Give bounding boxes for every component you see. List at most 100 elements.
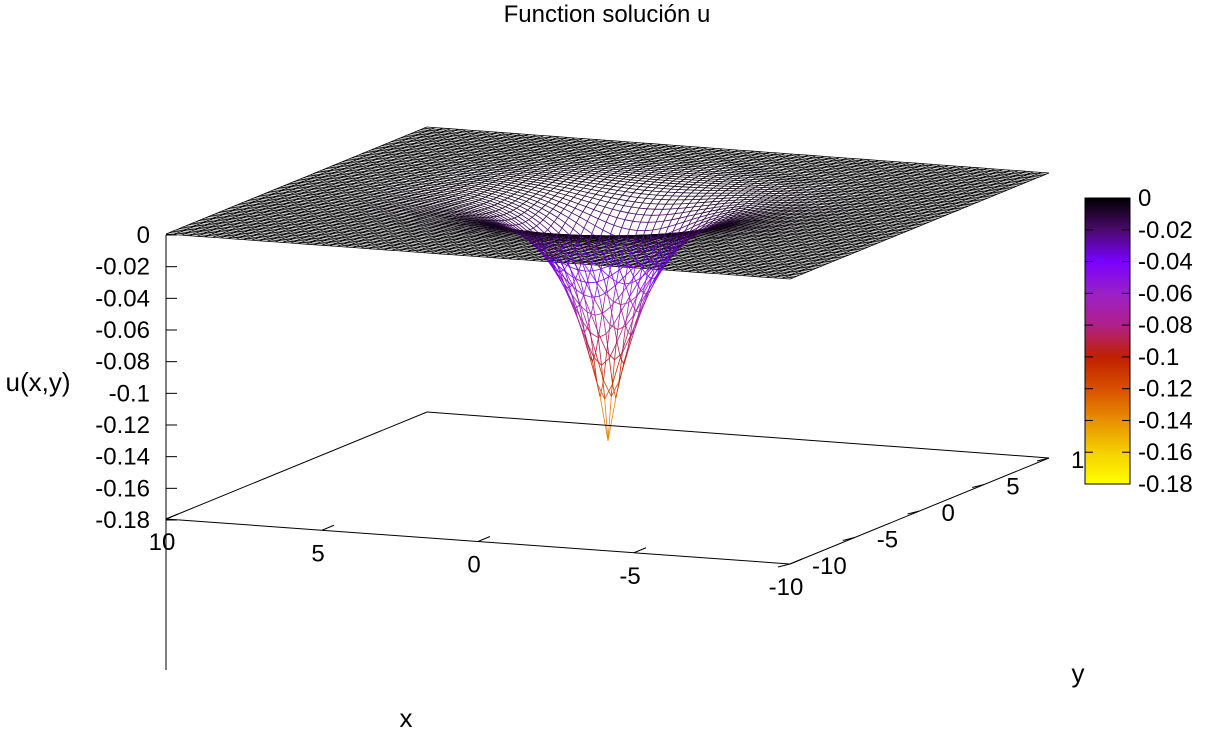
mesh-line-x: [234, 205, 243, 207]
mesh-line-x: [908, 200, 917, 202]
mesh-line-x: [342, 210, 351, 212]
mesh-line-x: [635, 182, 644, 185]
mesh-line-x: [342, 172, 351, 174]
mesh-line-x: [808, 259, 817, 262]
mesh-line-x: [264, 215, 273, 217]
mesh-line-x: [871, 237, 880, 240]
mesh-line-x: [247, 230, 256, 232]
mesh-line-x: [871, 219, 880, 221]
mesh-line-x: [706, 267, 714, 270]
mesh-line-x: [544, 180, 553, 183]
mesh-line-x: [356, 170, 365, 172]
mesh-line-x: [311, 208, 320, 210]
mesh-line-x: [591, 189, 600, 192]
mesh-line-x: [512, 257, 521, 259]
mesh-line-x: [877, 216, 886, 218]
mesh-line-x: [466, 246, 475, 248]
mesh-line-x: [441, 214, 449, 217]
mesh-line-x: [730, 261, 738, 264]
mesh-line-x: [386, 244, 395, 247]
mesh-line-x: [626, 176, 635, 178]
mesh-line-x: [823, 249, 832, 252]
mesh-line-x: [783, 236, 792, 238]
mesh-line-x: [354, 183, 363, 185]
mesh-line-x: [856, 191, 865, 194]
mesh-line-x: [730, 254, 739, 256]
mesh-line-x: [535, 258, 544, 261]
mesh-line-x: [724, 267, 733, 269]
mesh-line-x: [198, 220, 207, 222]
mesh-line-x: [783, 254, 792, 257]
mesh-line-x: [682, 247, 691, 250]
mesh-line-x: [334, 210, 343, 212]
mesh-line-x: [326, 217, 334, 219]
mesh-line-x: [870, 189, 879, 191]
mesh-line-x: [394, 209, 403, 211]
mesh-line-x: [776, 254, 785, 256]
mesh-line-x: [426, 222, 434, 225]
mesh-line-x: [886, 220, 895, 222]
mesh-line-x: [516, 241, 525, 243]
mesh-line-x: [601, 212, 610, 216]
mesh-line-x: [485, 246, 494, 248]
mesh-line-x: [279, 224, 288, 226]
mesh-line-x: [845, 192, 854, 194]
mesh-line-x: [436, 180, 444, 183]
mesh-line-x: [272, 235, 281, 237]
mesh-line-x: [285, 210, 294, 213]
mesh-line-x: [518, 243, 527, 246]
mesh-line-x: [796, 249, 805, 251]
mesh-line-x: [346, 163, 355, 165]
mesh-line-x: [335, 231, 344, 234]
mesh-line-x: [583, 187, 592, 190]
mesh-line-x: [746, 247, 755, 249]
mesh-line-x: [465, 190, 474, 193]
mesh-line-x: [209, 219, 218, 221]
mesh-line-x: [231, 236, 240, 239]
mesh-line-x: [830, 239, 839, 241]
mesh-line-x: [761, 275, 770, 277]
mesh-line-x: [471, 240, 480, 242]
mesh-line-x: [276, 207, 285, 209]
mesh-line-x: [512, 187, 521, 191]
mesh-line-x: [712, 200, 721, 203]
mesh-line-x: [441, 207, 450, 211]
mesh-line-x: [614, 193, 623, 196]
mesh-line-x: [918, 222, 927, 224]
mesh-line-x: [821, 254, 830, 256]
mesh-line-x: [510, 178, 518, 180]
mesh-line-x: [894, 228, 903, 230]
mesh-line-x: [796, 238, 805, 241]
mesh-line-x: [240, 221, 249, 224]
mesh-line-x: [277, 229, 286, 231]
mesh-line-x: [846, 233, 855, 235]
mesh-line-x: [874, 225, 882, 227]
mesh-line-x: [614, 256, 623, 259]
mesh-line-x: [472, 215, 481, 219]
mesh-line-x: [490, 233, 499, 236]
mesh-line-x: [300, 208, 308, 211]
mesh-line-x: [855, 236, 864, 239]
mesh-line-x: [638, 180, 647, 182]
mesh-line-x: [805, 242, 814, 244]
mesh-line-x: [862, 234, 871, 236]
mesh-line-x: [420, 179, 429, 181]
mesh-line-x: [333, 236, 342, 238]
mesh-line-x: [619, 180, 628, 183]
mesh-line-x: [560, 271, 570, 288]
mesh-line-x: [263, 201, 271, 203]
mesh-line-x: [554, 195, 563, 199]
mesh-line-x: [361, 191, 370, 194]
mesh-line-x: [337, 227, 346, 229]
mesh-line-x: [288, 228, 297, 230]
mesh-line-x: [227, 234, 235, 237]
mesh-line-x: [382, 167, 391, 170]
mesh-line-x: [463, 230, 471, 232]
mesh-line-x: [606, 351, 615, 361]
mesh-line-x: [450, 245, 459, 247]
mesh-line-x: [552, 243, 560, 247]
mesh-line-x: [355, 234, 364, 237]
mesh-line-x: [887, 231, 896, 233]
mesh-line-x: [763, 259, 772, 261]
mesh-line-x: [524, 193, 533, 197]
